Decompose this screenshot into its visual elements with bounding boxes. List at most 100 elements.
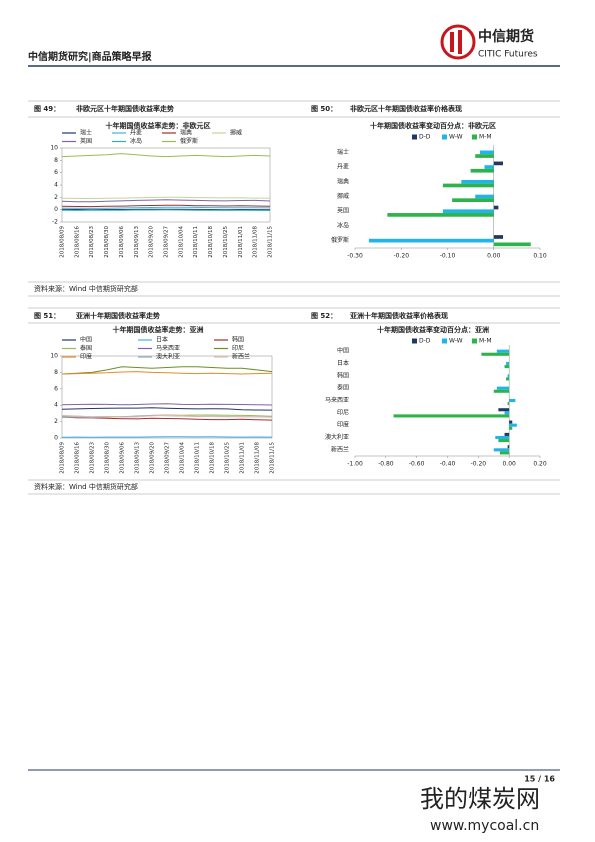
bar — [479, 150, 494, 155]
x-tick-label: 2018/10/25 — [225, 442, 231, 474]
x-tick-label: 0.00 — [502, 461, 516, 468]
category-label: 新西兰 — [331, 445, 349, 453]
bar — [506, 361, 510, 366]
legend-label: 挪威 — [230, 129, 242, 137]
legend-label: 印度 — [80, 353, 92, 361]
source-note: 资料来源：Wind 中信期货研究部 — [34, 284, 138, 293]
figure-number: 图 51： — [34, 311, 60, 320]
category-label: 英国 — [337, 207, 349, 215]
x-tick-label: 2018/11/01 — [238, 226, 244, 258]
series-line — [61, 371, 273, 375]
bar — [493, 205, 499, 210]
x-tick-label: 2018/08/09 — [60, 442, 66, 474]
legend-label: 马来西亚 — [156, 344, 180, 352]
legend-label: 俄罗斯 — [180, 137, 198, 145]
logo-mark — [458, 30, 462, 54]
x-tick-label: 2018/08/30 — [105, 442, 111, 474]
y-tick-label: -2 — [52, 219, 58, 226]
x-tick-label: 2018/11/08 — [253, 226, 259, 258]
watermark: 我的煤炭网 — [420, 785, 540, 813]
category-label: 挪威 — [337, 192, 349, 200]
legend-swatch — [412, 338, 417, 344]
y-tick-label: 2 — [54, 418, 58, 425]
bar — [504, 411, 510, 415]
y-tick-label: 4 — [54, 402, 58, 409]
legend-label: M-M — [479, 338, 492, 345]
legend-label: 印尼 — [232, 345, 244, 352]
y-tick-label: 6 — [54, 169, 58, 176]
x-tick-label: -0.30 — [347, 253, 363, 260]
x-tick-label: 2018/10/11 — [195, 442, 201, 474]
x-tick-label: 0.10 — [533, 253, 547, 260]
y-tick-label: 6 — [54, 385, 58, 392]
bar — [493, 161, 503, 166]
bar — [442, 183, 494, 188]
bar — [493, 235, 503, 239]
y-tick-label: 10 — [50, 353, 58, 360]
legend-label: W-W — [449, 338, 463, 345]
x-tick-label: 2018/09/06 — [119, 226, 125, 258]
chart-title: 十年期国债收益率变动百分点：非欧元区 — [370, 121, 496, 130]
x-tick-label: -0.10 — [440, 253, 456, 260]
x-tick-label: 2018/11/15 — [270, 442, 276, 474]
x-tick-label: 2018/08/23 — [90, 442, 96, 474]
y-tick-label: 8 — [54, 369, 58, 376]
legend-swatch — [472, 338, 477, 344]
bar — [499, 451, 510, 455]
x-tick-label: 2018/10/04 — [178, 226, 184, 258]
x-tick-label: 2018/08/09 — [60, 226, 66, 258]
chart-title: 十年期国债收益率变动百分点：亚洲 — [377, 325, 489, 334]
watermark-url: www.mycoal.cn — [430, 818, 539, 834]
chart-title: 十年期国债收益率走势：亚洲 — [113, 325, 204, 334]
legend-label: D-D — [419, 134, 431, 141]
series-line — [61, 414, 273, 418]
bar — [507, 445, 510, 449]
x-tick-label: 2018/08/23 — [89, 226, 95, 258]
x-tick-label: 0.20 — [533, 461, 547, 468]
legend-label: 澳大利亚 — [156, 353, 180, 361]
source-note: 资料来源：Wind 中信期货研究部 — [34, 482, 138, 491]
series-line — [61, 407, 273, 411]
legend-label: 日本 — [156, 336, 168, 344]
bar — [498, 408, 510, 412]
bar — [452, 198, 494, 203]
legend-swatch — [412, 134, 417, 140]
category-label: 马来西亚 — [325, 396, 349, 404]
x-tick-label: -0.20 — [471, 461, 487, 468]
bar — [493, 389, 510, 393]
legend-label: 泰国 — [80, 344, 92, 352]
series-line — [61, 416, 273, 421]
x-tick-label: 2018/10/25 — [223, 226, 229, 258]
bar — [475, 154, 494, 158]
legend-label: 瑞士 — [80, 129, 92, 137]
bar — [442, 209, 494, 214]
category-label: 日本 — [337, 359, 349, 367]
legend-label: 冰岛 — [130, 137, 142, 145]
bar — [387, 213, 494, 217]
legend-swatch — [442, 338, 447, 344]
bar — [507, 402, 510, 406]
series-line — [61, 204, 271, 208]
x-tick-label: 2018/09/13 — [134, 226, 140, 258]
y-tick-label: 10 — [50, 145, 58, 152]
series-line — [61, 153, 271, 158]
y-tick-label: 8 — [54, 157, 58, 164]
x-tick-label: 2018/09/27 — [165, 442, 171, 474]
x-tick-label: 2018/10/18 — [210, 442, 216, 474]
x-tick-label: 2018/09/27 — [164, 226, 170, 258]
x-tick-label: 2018/09/20 — [150, 442, 156, 474]
x-tick-label: 2018/08/16 — [75, 442, 81, 474]
figure-number: 图 50： — [311, 104, 337, 113]
bar — [507, 374, 510, 378]
plot-frame — [61, 355, 273, 439]
x-tick-label: -0.80 — [378, 461, 394, 468]
plot-frame — [61, 147, 271, 223]
legend-label: 丹麦 — [130, 129, 142, 137]
y-tick-label: 0 — [54, 206, 58, 213]
category-label: 瑞士 — [337, 148, 349, 156]
bar — [493, 448, 510, 452]
x-tick-label: -0.40 — [440, 461, 456, 468]
x-tick-label: 2018/09/20 — [149, 226, 155, 258]
figure-caption: 非欧元区十年期国债收益率走势 — [76, 104, 174, 113]
